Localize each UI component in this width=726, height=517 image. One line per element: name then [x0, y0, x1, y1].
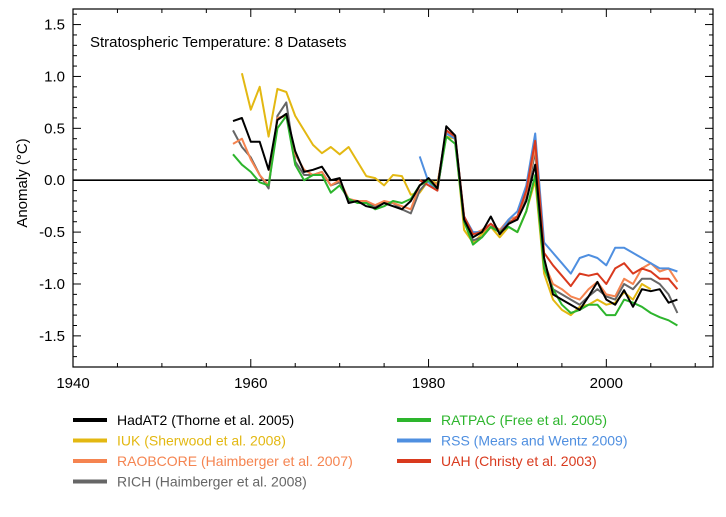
legend-label: IUK (Sherwood et al. 2008): [117, 433, 286, 449]
x-axis: 1940 1960 1980 2000: [56, 9, 696, 392]
legend: HadAT2 (Thorne et al. 2005) IUK (Sherwood…: [73, 412, 628, 490]
series-line-3: [232, 101, 679, 314]
y-axis: -1.5 -1.0 -0.5 0.0 0.5 1.0 1.5: [39, 13, 713, 358]
y-tick-label: 0.0: [44, 172, 65, 189]
y-tick-label: 1.0: [44, 68, 65, 85]
series-line-1: [240, 73, 652, 317]
y-tick-label: 1.5: [44, 17, 65, 34]
y-tick-label: -0.5: [39, 224, 65, 241]
chart-title: Stratospheric Temperature: 8 Datasets: [90, 34, 347, 51]
plot-area: 1940 1960 1980 2000 -1.5 -1.0 -0.5 0.0 0.5 1.0 1.…: [39, 8, 714, 392]
y-tick-label: -1.5: [39, 328, 65, 345]
series-line-0: [232, 112, 678, 311]
legend-label: UAH (Christy et al. 2003): [441, 453, 597, 469]
y-axis-title: Anomaly (°C): [14, 138, 31, 227]
x-tick-label: 2000: [590, 375, 623, 392]
legend-label: RAOBCORE (Haimberger et al. 2007): [117, 453, 353, 469]
y-tick-label: 0.5: [44, 120, 65, 137]
plot-frame: [72, 8, 714, 368]
legend-label: RSS (Mears and Wentz 2009): [441, 433, 628, 449]
x-tick-label: 1980: [412, 375, 445, 392]
series-line-5: [418, 132, 678, 275]
series-layer: [232, 73, 679, 327]
legend-label: RICH (Haimberger et al. 2008): [117, 474, 307, 490]
series-line-4: [232, 114, 678, 327]
x-tick-label: 1940: [56, 375, 89, 392]
series-line-6: [419, 129, 679, 290]
y-tick-label: -1.0: [39, 276, 65, 293]
legend-label: HadAT2 (Thorne et al. 2005): [117, 412, 294, 428]
legend-label: RATPAC (Free et al. 2005): [441, 412, 607, 428]
x-tick-label: 1960: [234, 375, 267, 392]
